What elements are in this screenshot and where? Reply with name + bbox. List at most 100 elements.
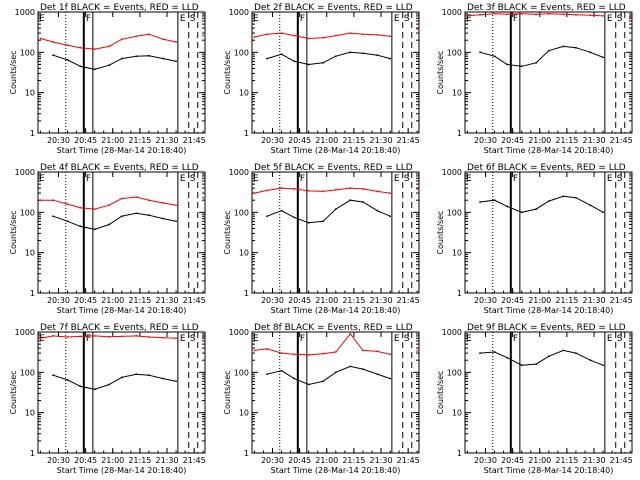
event-marker-label: E [180,334,186,344]
panel-3: Det 3f BLACK = Events, RED = LLD 1 10 100 10… [436,3,633,155]
data-point-lld [562,13,565,16]
data-point-lld [266,189,268,192]
data-point-lld [322,352,325,355]
event-marker-label: F [513,334,518,344]
data-point-events [266,57,268,60]
data-point-events [506,205,509,208]
x-axis-label: Start Time (28-Mar-14 20:18:40) [271,146,401,155]
event-marker-label: E [607,334,613,344]
series-line-events [480,195,604,213]
event-marker-label: S [404,174,410,184]
x-tick-label: 21:15 [555,296,578,305]
data-point-lld [506,13,509,16]
data-point-lld [535,13,538,16]
x-tick-label: 21:45 [183,456,206,465]
event-marker-label: E [39,334,45,344]
x-tick-label: 20:45 [288,456,311,465]
data-point-lld [575,13,577,16]
x-tick-label: 21:30 [369,296,392,305]
x-tick-label: 21:30 [369,136,392,145]
x-tick-label: 21:00 [101,296,124,305]
event-marker-label: S [617,14,623,24]
data-point-lld [135,35,138,38]
data-point-events [589,359,592,362]
data-point-events [376,373,379,376]
panel-title: Det 3f BLACK = Events, RED = LLD [467,3,626,13]
data-point-lld [349,187,352,189]
x-tick-label: 21:30 [582,456,605,465]
data-point-events [493,199,496,202]
panel-title: Det 6f BLACK = Events, RED = LLD [467,163,626,173]
data-point-lld [93,48,96,51]
y-axis-label: Counts/sec [436,50,445,94]
x-tick-label: 21:45 [610,136,633,145]
data-point-events [266,373,268,376]
data-point-events [520,211,523,214]
data-point-lld [334,188,337,191]
x-tick-label: 21:30 [155,136,178,145]
data-point-events [79,385,82,388]
data-point-lld [52,41,54,43]
x-tick-label: 21:15 [128,456,151,465]
data-point-events [575,352,577,354]
data-point-events [562,195,565,198]
plot-frame [464,11,633,134]
y-axis-label: Counts/sec [9,210,18,254]
x-tick-label: 21:15 [128,136,151,145]
data-point-lld [253,36,256,38]
x-tick-label: 20:45 [501,456,524,465]
y-tick-label: 1000 [15,8,35,17]
data-point-lld [93,335,96,337]
event-marker-label: S [404,14,410,24]
series-line-events [52,54,177,70]
data-point-lld [362,33,364,36]
data-point-events [376,54,379,57]
x-tick-label: 21:00 [101,136,124,145]
panel-title: Det 5f BLACK = Events, RED = LLD [254,163,413,173]
x-tick-label: 21:15 [342,456,365,465]
data-point-lld [79,46,82,49]
data-point-events [547,49,550,52]
data-point-lld [389,353,391,356]
data-point-events [148,374,150,377]
data-point-lld [39,199,42,202]
data-point-events [307,221,310,224]
data-point-lld [293,353,296,356]
data-point-lld [334,34,337,37]
data-point-events [66,58,69,61]
y-tick-label: 100 [447,368,462,377]
event-marker-label: S [190,174,196,184]
data-point-lld [108,45,111,48]
panel-4: Det 4f BLACK = Events, RED = LLD 1 10 100 10… [9,163,206,315]
y-tick-label: 10 [452,249,462,258]
panel-title: Det 1f BLACK = Events, RED = LLD [40,3,199,13]
data-point-lld [322,190,325,193]
data-point-lld [479,13,481,16]
data-point-events [162,57,165,60]
event-marker-label: F [86,14,91,24]
y-tick-label: 1 [30,289,35,298]
data-point-lld [334,351,337,353]
event-marker-label: E [253,14,259,24]
data-point-lld [202,335,205,338]
y-axis-label: Counts/sec [436,210,445,254]
data-point-events [602,211,604,214]
data-point-lld [108,204,111,207]
x-tick-label: 21:45 [610,296,633,305]
data-point-events [602,364,604,367]
data-point-events [175,380,177,383]
event-marker-label: E [466,334,472,344]
data-point-lld [108,335,111,338]
y-tick-label: 100 [234,368,249,377]
data-point-lld [280,32,283,34]
x-tick-label: 20:45 [288,296,311,305]
data-point-events [349,199,352,202]
plot-frame [37,11,206,134]
y-tick-label: 10 [452,89,462,98]
y-tick-label: 100 [447,48,462,57]
series-line-events [479,45,604,67]
x-tick-label: 20:45 [74,296,97,305]
data-point-events [479,51,481,54]
data-point-events [479,352,481,354]
panel-5: Det 5f BLACK = Events, RED = LLD 1 10 100 10… [223,163,420,315]
